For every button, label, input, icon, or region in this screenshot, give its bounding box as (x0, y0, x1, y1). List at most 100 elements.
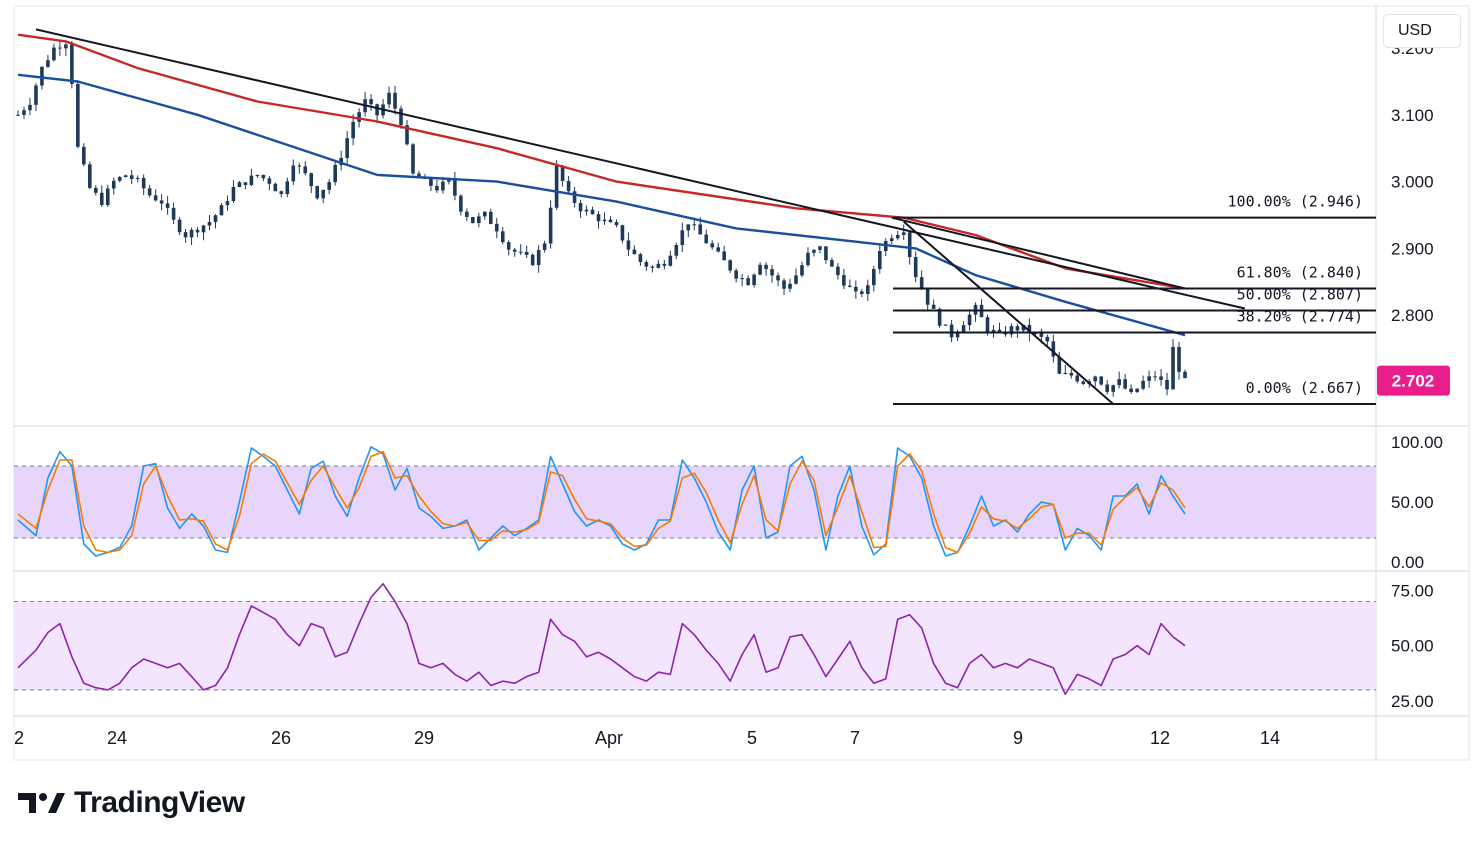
currency-badge[interactable]: USD (1383, 14, 1461, 48)
candle-body (465, 211, 469, 217)
candle-body (524, 251, 529, 255)
candle-body (46, 60, 50, 67)
candle-body (824, 246, 828, 261)
candle-body (279, 191, 284, 194)
oscillator-tick-label: 100.00 (1391, 433, 1443, 452)
candle-body (1159, 376, 1163, 380)
fib-level-label: 0.00% (2.667) (1246, 379, 1363, 397)
date-tick-label: 29 (414, 728, 434, 748)
candle-body (692, 224, 697, 226)
candle-body (333, 165, 337, 183)
candle-body (1147, 376, 1151, 381)
candle-body (901, 232, 906, 235)
candle-body (183, 232, 188, 238)
candle-body (1009, 326, 1014, 335)
candle-body (303, 166, 308, 174)
candle-body (1057, 356, 1062, 374)
candle-body (58, 47, 62, 49)
candle-body (626, 240, 631, 250)
candle-body (764, 264, 768, 270)
candle-body (345, 138, 349, 158)
candle-body (752, 274, 756, 286)
trendline-2 (891, 216, 1186, 290)
candle-body (189, 229, 194, 238)
candle-body (632, 249, 637, 255)
candle-body (165, 203, 170, 208)
candle-body (147, 188, 152, 196)
candle-body (141, 177, 146, 189)
candle-body (602, 219, 607, 222)
candle-body (997, 329, 1002, 332)
candle-body (1015, 326, 1020, 331)
candle-body (315, 186, 320, 199)
candle-body (554, 165, 559, 208)
candle-body (1045, 336, 1050, 342)
candle-body (1075, 375, 1080, 382)
last-price-label: 2.702 (1392, 372, 1435, 391)
candle-body (818, 246, 822, 250)
candle-body (596, 214, 601, 222)
candle-body (638, 254, 643, 263)
rsi-pane[interactable] (14, 583, 1376, 696)
candle-body (872, 269, 876, 286)
candle-body (16, 114, 20, 116)
oscillator-line-d (17, 450, 1186, 554)
candle-body (506, 242, 511, 250)
candle-body (285, 181, 290, 194)
candle-body (117, 177, 122, 181)
price-tick-label: 2.900 (1391, 239, 1434, 258)
candle-body (716, 247, 720, 252)
candle-body (794, 275, 798, 284)
candle-body (339, 157, 343, 166)
candle-body (836, 266, 840, 276)
candle-body (860, 291, 864, 294)
candle-body (82, 146, 86, 165)
candle-body (267, 178, 272, 184)
candle-body (740, 278, 744, 280)
oscillator-tick-label: 25.00 (1391, 692, 1434, 711)
moving-average-blue (17, 73, 1186, 337)
candle-body (237, 182, 242, 188)
stochastic-pane[interactable] (14, 446, 1376, 557)
date-tick-label: Apr (595, 728, 623, 748)
candle-body (1123, 379, 1127, 389)
candle-body (925, 289, 930, 305)
candle-body (500, 231, 505, 243)
candle-body (441, 181, 445, 191)
candle-body (34, 85, 38, 105)
candle-body (674, 245, 679, 256)
candle-body (614, 222, 619, 226)
candle-body (686, 224, 691, 231)
candle-body (387, 92, 391, 105)
candle-body (1117, 379, 1121, 386)
rsi-band (14, 601, 1376, 690)
candle-body (877, 251, 882, 270)
candle-body (159, 200, 164, 204)
candle-body (560, 165, 565, 181)
candle-body (722, 251, 726, 261)
date-tick-label: 26 (271, 728, 291, 748)
trendline-3 (903, 220, 1114, 405)
candle-body (644, 262, 649, 267)
candle-body (907, 232, 912, 258)
candle-body (111, 180, 116, 189)
candle-body (1141, 380, 1145, 389)
candle-body (949, 324, 954, 338)
last-price-badge (1377, 365, 1450, 396)
candle-body (710, 243, 715, 248)
candle-body (919, 277, 924, 290)
price-pane[interactable]: 100.00% (2.946) 61.80% (2.840) 50.00% (2.8… (16, 28, 1376, 405)
date-tick-label: 2 (14, 728, 24, 748)
candle-body (1165, 379, 1169, 390)
candle-body (1099, 376, 1104, 385)
candle-body (435, 185, 439, 191)
candle-body (494, 223, 499, 232)
candle-body (1171, 346, 1175, 390)
axes-layer: 3.2003.1003.0002.9002.8002.7002.70222426… (14, 39, 1450, 748)
candle-body (94, 187, 98, 193)
candle-body (889, 238, 894, 241)
candle-body (650, 266, 655, 268)
candle-body (375, 104, 379, 116)
candle-body (536, 249, 541, 266)
